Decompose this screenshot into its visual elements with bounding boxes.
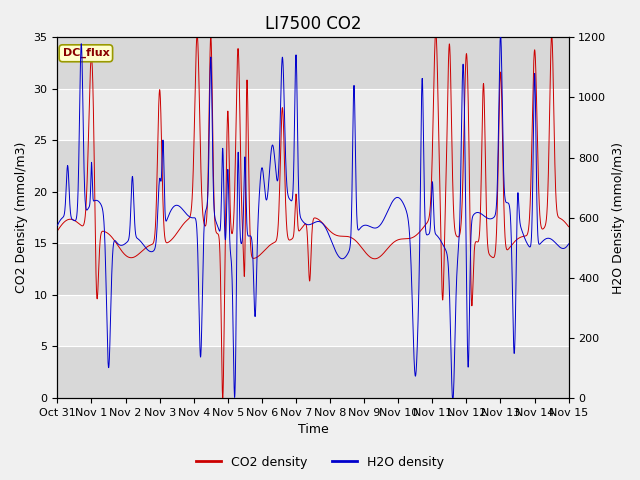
Y-axis label: H2O Density (mmol/m3): H2O Density (mmol/m3)	[612, 142, 625, 294]
Legend: CO2 density, H2O density: CO2 density, H2O density	[191, 451, 449, 474]
Bar	[58, 89, 568, 140]
Bar	[58, 192, 568, 243]
Text: DC_flux: DC_flux	[63, 48, 109, 59]
Bar	[58, 295, 568, 347]
X-axis label: Time: Time	[298, 423, 328, 436]
Title: LI7500 CO2: LI7500 CO2	[265, 15, 361, 33]
Y-axis label: CO2 Density (mmol/m3): CO2 Density (mmol/m3)	[15, 142, 28, 293]
